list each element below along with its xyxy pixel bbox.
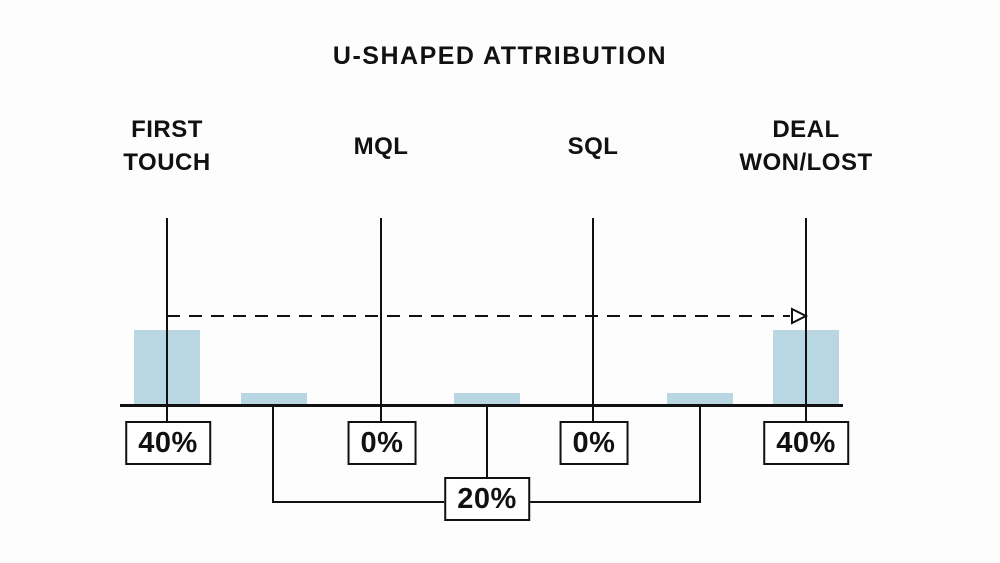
stage-axis-line-deal-won-lost [805,218,807,422]
bar-intermediate-1 [241,393,307,404]
baseline [120,404,843,407]
stage-label-deal-won-lost: DEAL WON/LOST [739,116,873,176]
bar-intermediate-3 [667,393,733,404]
bracket-right-line [699,405,701,503]
stage-axis-line-mql [380,218,382,422]
stage-label-sql: SQL [567,132,619,160]
stage-axis-line-first-touch [166,218,168,422]
bar-intermediate-2 [454,393,520,404]
stage-label-first-touch: FIRST TOUCH [123,116,211,176]
bracket-center-line [486,405,488,479]
first-to-last-dashed-arrow-icon [167,307,808,325]
value-box-intermediate: 20% [444,477,530,521]
value-box-mql: 0% [347,421,417,465]
stage-label-mql: MQL [353,132,409,160]
chart-title: U-SHAPED ATTRIBUTION [332,42,668,70]
bracket-left-line [272,405,274,503]
value-box-first-touch: 40% [125,421,211,465]
value-box-deal-won-lost: 40% [763,421,849,465]
value-box-sql: 0% [559,421,629,465]
stage-axis-line-sql [592,218,594,422]
